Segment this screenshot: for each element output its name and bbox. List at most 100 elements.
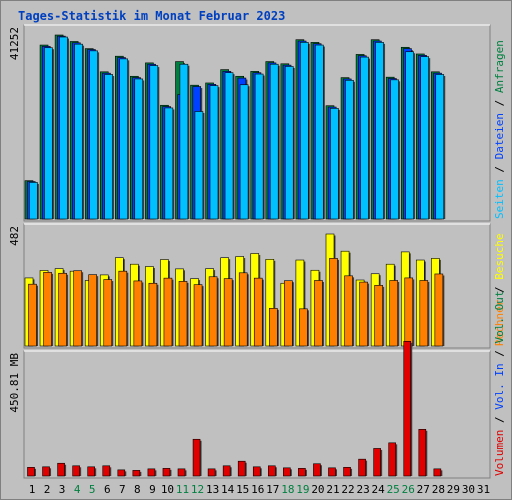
legend-separator: / <box>493 410 506 430</box>
bar-anfragen-dateien-seiten-seiten-day-25 <box>390 79 399 220</box>
bar-volumen-volumen-day-7 <box>117 469 126 477</box>
bar-besuche-rechner-rechner-day-27 <box>419 280 429 347</box>
bar-anfragen-dateien-seiten-seiten-day-11 <box>179 63 189 220</box>
x-tick-day-13: 13 <box>206 483 219 496</box>
legend-item-rechner: Rechner <box>493 299 506 346</box>
bar-anfragen-dateien-seiten-seiten-day-28 <box>435 74 445 220</box>
bar-anfragen-dateien-seiten-seiten-day-9 <box>149 65 159 220</box>
x-tick-day-21: 21 <box>326 483 339 496</box>
bar-volumen-volumen-day-18 <box>283 467 291 477</box>
legend-separator: / <box>493 93 506 113</box>
bar-anfragen-dateien-seiten-seiten-day-8 <box>134 78 144 220</box>
bar-volumen-volumen-day-1 <box>27 467 35 477</box>
bar-anfragen-dateien-seiten-seiten-day-16 <box>254 73 264 220</box>
legend-item-anfragen: Anfragen <box>493 40 506 93</box>
bar-volumen-volumen-day-25 <box>388 442 397 477</box>
bar-volumen-volumen-day-17 <box>267 465 276 477</box>
bar-volumen-volumen-day-5 <box>87 466 95 477</box>
bar-besuche-rechner-rechner-day-18 <box>284 280 293 347</box>
bar-anfragen-dateien-seiten-seiten-day-27 <box>420 56 430 220</box>
bar-volumen-volumen-day-8 <box>132 470 141 477</box>
x-tick-day-10: 10 <box>161 483 174 496</box>
legend-anfragen-dateien-seiten: Seiten / Dateien / Anfragen <box>493 40 506 219</box>
bar-besuche-rechner-rechner-day-7 <box>118 270 128 347</box>
bar-besuche-rechner-rechner-day-16 <box>253 277 263 347</box>
bar-besuche-rechner-rechner-day-1 <box>28 283 37 347</box>
bar-besuche-rechner-rechner-day-19 <box>299 308 308 347</box>
x-tick-day-27: 27 <box>417 483 430 496</box>
bar-besuche-rechner-rechner-day-22 <box>344 275 353 347</box>
x-tick-day-6: 6 <box>104 483 111 496</box>
bar-anfragen-dateien-seiten-seiten-day-12 <box>194 111 204 220</box>
bar-besuche-rechner-rechner-day-2 <box>43 272 52 347</box>
bar-volumen-volumen-day-15 <box>237 460 246 477</box>
bar-volumen-volumen-day-28 <box>433 468 442 477</box>
ymax-label-besuche-rechner: 482 <box>8 226 21 246</box>
bar-volumen-volumen-day-6 <box>102 465 111 477</box>
ymax-label-anfragen-dateien-seiten: 41252 <box>8 27 21 60</box>
x-tick-day-12: 12 <box>191 483 204 496</box>
bar-besuche-rechner-rechner-day-9 <box>148 282 158 347</box>
x-tick-day-28: 28 <box>432 483 445 496</box>
bar-volumen-volumen-day-22 <box>343 467 351 477</box>
bar-besuche-rechner-rechner-day-8 <box>133 280 143 347</box>
legend-item-seiten: Seiten <box>493 179 506 219</box>
x-tick-day-18: 18 <box>281 483 294 496</box>
bar-volumen-volumen-day-16 <box>252 466 261 477</box>
bar-besuche-rechner-rechner-day-3 <box>58 272 67 347</box>
bar-besuche-rechner-rechner-day-4 <box>73 270 82 347</box>
x-tick-day-26: 26 <box>402 483 415 496</box>
legend-item-volumen: Volumen <box>493 430 506 476</box>
bar-anfragen-dateien-seiten-seiten-day-13 <box>209 85 219 220</box>
x-tick-day-15: 15 <box>236 483 249 496</box>
bar-besuche-rechner-rechner-day-12 <box>193 284 203 347</box>
bar-volumen-volumen-day-4 <box>72 465 80 477</box>
x-tick-day-30: 30 <box>462 483 475 496</box>
x-tick-day-3: 3 <box>59 483 66 496</box>
x-tick-day-4: 4 <box>74 483 81 496</box>
x-tick-day-20: 20 <box>311 483 324 496</box>
bar-besuche-rechner-rechner-day-13 <box>208 276 218 347</box>
x-tick-day-16: 16 <box>251 483 264 496</box>
x-tick-day-23: 23 <box>356 483 369 496</box>
x-tick-day-14: 14 <box>221 483 235 496</box>
bar-volumen-volumen-day-26 <box>403 341 412 477</box>
x-tick-day-22: 22 <box>341 483 354 496</box>
x-tick-day-5: 5 <box>89 483 96 496</box>
bar-volumen-volumen-day-21 <box>328 467 336 477</box>
bar-volumen-volumen-day-20 <box>313 463 321 477</box>
x-tick-day-2: 2 <box>44 483 51 496</box>
chart-title: Tages-Statistik im Monat Februar 2023 <box>18 9 285 23</box>
x-tick-day-24: 24 <box>372 483 386 496</box>
x-tick-day-25: 25 <box>387 483 400 496</box>
bar-volumen-volumen-day-14 <box>222 465 231 477</box>
bar-volumen-volumen-day-12 <box>192 438 201 477</box>
bar-besuche-rechner-rechner-day-26 <box>404 277 414 347</box>
bar-besuche-rechner-rechner-day-23 <box>359 281 368 347</box>
bar-besuche-rechner-rechner-day-25 <box>389 280 399 347</box>
bar-besuche-rechner-rechner-day-24 <box>374 285 383 347</box>
bar-volumen-volumen-day-24 <box>373 448 381 477</box>
legend-item-volin: Vol. In <box>493 363 506 409</box>
bar-anfragen-dateien-seiten-seiten-day-7 <box>119 58 128 220</box>
bar-volumen-volumen-day-2 <box>42 466 50 477</box>
bar-besuche-rechner-rechner-day-10 <box>163 277 173 347</box>
legend-separator: / <box>493 344 506 364</box>
legend-besuche-rechner: Rechner / Besuche <box>493 233 506 346</box>
bar-volumen-volumen-day-23 <box>358 458 366 477</box>
x-tick-day-7: 7 <box>119 483 126 496</box>
bar-besuche-rechner-rechner-day-20 <box>314 280 323 347</box>
legend-item-volout: Vol. Out <box>493 291 506 344</box>
bar-anfragen-dateien-seiten-seiten-day-2 <box>44 47 53 220</box>
bar-anfragen-dateien-seiten-seiten-day-26 <box>405 51 414 220</box>
legend-item-dateien: Dateien <box>493 113 506 159</box>
bar-anfragen-dateien-seiten-seiten-day-17 <box>269 63 279 220</box>
x-tick-day-8: 8 <box>134 483 141 496</box>
bar-besuche-rechner-rechner-day-5 <box>88 274 97 347</box>
panel-frame-3 <box>23 350 491 479</box>
bar-volumen-volumen-day-10 <box>162 468 171 477</box>
bar-anfragen-dateien-seiten-seiten-day-5 <box>89 50 98 220</box>
x-tick-day-11: 11 <box>176 483 189 496</box>
x-tick-day-9: 9 <box>149 483 156 496</box>
